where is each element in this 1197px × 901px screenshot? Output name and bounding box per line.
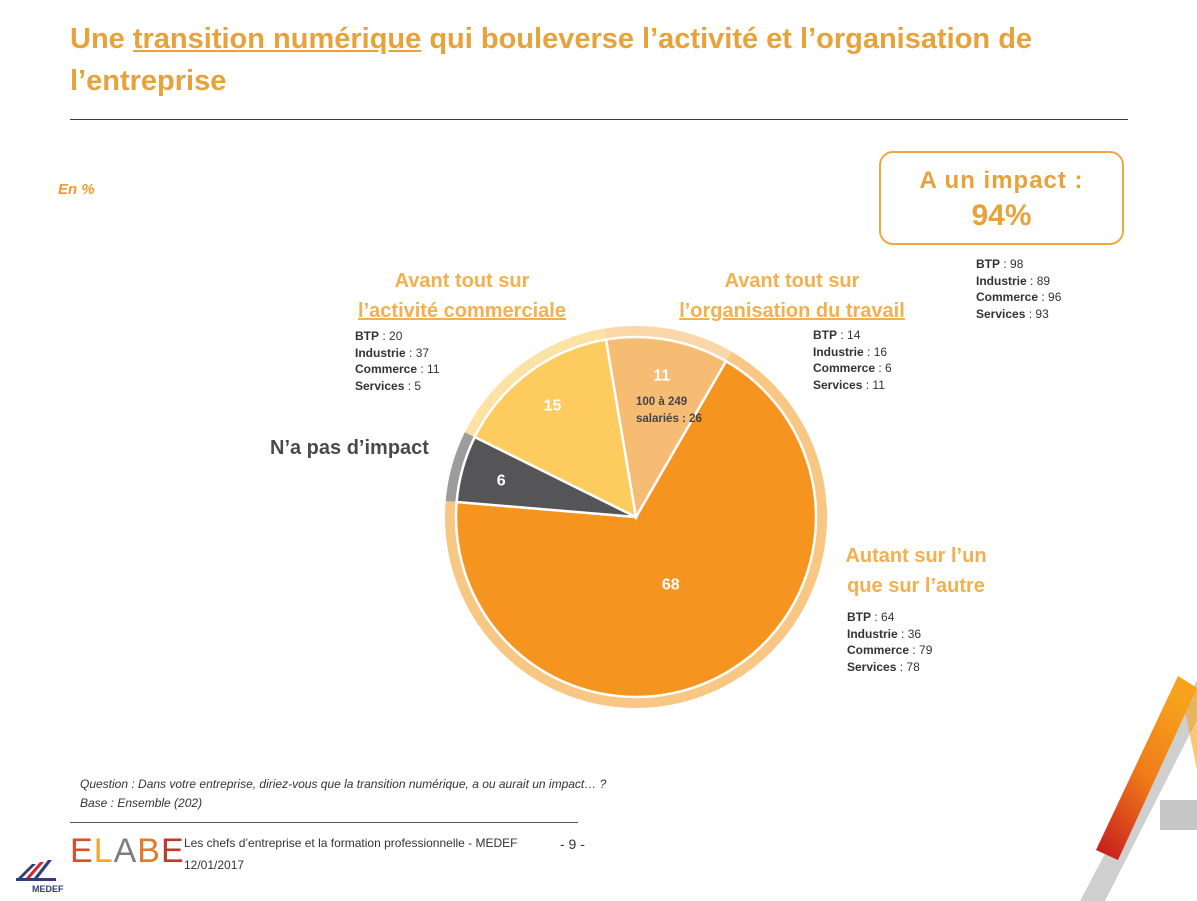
page-title: Une transition numérique qui bouleverse … xyxy=(70,23,1033,97)
medef-label: MEDEF xyxy=(32,884,64,894)
pie-slice xyxy=(604,335,728,521)
pie-value-label: 68 xyxy=(662,576,680,593)
brand-letter: A xyxy=(113,832,138,870)
elabe-logo: ELABE xyxy=(70,832,185,871)
breakdown-row: Commerce : 6 xyxy=(813,361,892,375)
label-activite-commerciale: Avant tout sur l’activité commerciale xyxy=(358,270,566,322)
brand-letter: B xyxy=(137,832,161,870)
both-breakdown: BTP : 64 Industrie : 36 Commerce : 79 Se… xyxy=(847,609,932,675)
breakdown-row: Industrie : 16 xyxy=(813,344,888,359)
title-divider xyxy=(70,119,1128,120)
unit-label: En % xyxy=(58,181,95,198)
footer-divider xyxy=(70,822,578,823)
page-number: - 9 - xyxy=(560,836,585,852)
breakdown-row: Services : 93 xyxy=(976,306,1049,321)
footer-line1: Les chefs d’entreprise et la formation p… xyxy=(184,836,518,850)
organisation-inner-note-line1: 100 à 249 xyxy=(636,396,687,408)
breakdown-row: Industrie : 37 xyxy=(355,345,430,360)
brand-a-logo xyxy=(1080,676,1197,901)
brand-letter: E xyxy=(160,832,185,870)
breakdown-row: Industrie : 89 xyxy=(976,273,1051,288)
pie-value-label: 6 xyxy=(497,472,506,489)
base-note: Base : Ensemble (202) xyxy=(80,796,203,810)
label-autant-un-autre: Autant sur l’un que sur l’autre xyxy=(845,545,987,597)
label-organisation-travail: Avant tout sur l’organisation du travail xyxy=(679,270,905,322)
question-note: Question : Dans votre entreprise, diriez… xyxy=(80,777,607,791)
breakdown-row: Services : 5 xyxy=(355,378,422,393)
pie-slice xyxy=(473,338,638,520)
impact-label: A un impact : xyxy=(919,167,1084,194)
medef-logo-icon xyxy=(16,860,56,881)
impact-summary-box: A un impact : 94% xyxy=(879,151,1124,245)
footer-line2: 12/01/2017 xyxy=(184,858,245,872)
footer-text: Les chefs d’entreprise et la formation p… xyxy=(184,832,518,876)
brand-letter: L xyxy=(93,832,114,870)
commercial-breakdown: BTP : 20 Industrie : 37 Commerce : 11 Se… xyxy=(355,328,440,394)
breakdown-row: Commerce : 79 xyxy=(847,643,933,657)
pie-slice xyxy=(454,359,818,699)
breakdown-row: BTP : 64 xyxy=(847,610,895,624)
pie-value-label: 11 xyxy=(653,367,670,384)
breakdown-row: BTP : 20 xyxy=(355,329,403,343)
impact-breakdown: BTP : 98 Industrie : 89 Commerce : 96 Se… xyxy=(976,256,1061,322)
impact-value: 94% xyxy=(971,199,1032,232)
breakdown-row: Commerce : 11 xyxy=(355,362,440,376)
label-pas-impact: N’a pas d’impact xyxy=(270,437,429,459)
breakdown-row: Commerce : 96 xyxy=(976,290,1062,304)
organisation-breakdown: BTP : 14 Industrie : 16 Commerce : 6 Ser… xyxy=(813,327,892,393)
breakdown-row: BTP : 14 xyxy=(813,328,861,342)
breakdown-row: Industrie : 36 xyxy=(847,626,922,641)
title-underlined: transition numérique xyxy=(132,23,422,55)
breakdown-row: Services : 78 xyxy=(847,659,920,674)
breakdown-row: Services : 11 xyxy=(813,377,885,392)
logo-stroke-orange xyxy=(1096,676,1197,860)
pie-value-label: 15 xyxy=(544,398,562,415)
brand-letter: E xyxy=(70,832,94,870)
organisation-inner-note-line2: salariés : 26 xyxy=(636,413,702,425)
breakdown-row: BTP : 98 xyxy=(976,257,1024,271)
